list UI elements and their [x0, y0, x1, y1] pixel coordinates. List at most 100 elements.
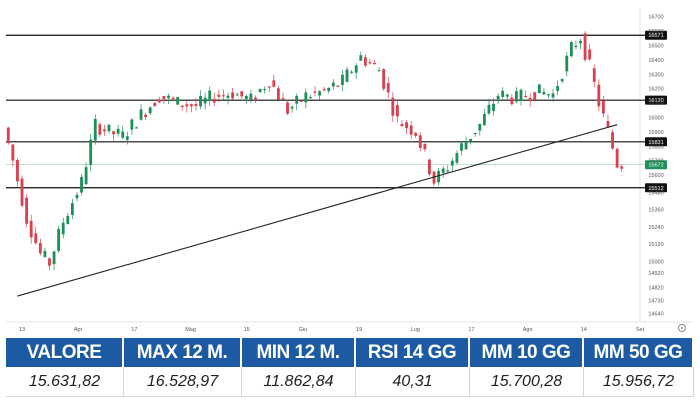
candle-body [171, 97, 175, 100]
candle-body [180, 105, 184, 107]
x-tick-label: 13 [19, 327, 25, 333]
candle-body [286, 102, 289, 114]
candle-body [418, 135, 422, 148]
candle-body [112, 131, 115, 135]
value-max-12m: 16.528,97 [124, 367, 242, 396]
y-tick-label: 15360 [648, 208, 663, 214]
candle-body [176, 97, 180, 105]
candle-body [222, 95, 225, 97]
header-valore: VALORE [6, 338, 124, 367]
candle-body [318, 91, 321, 96]
x-tick-label: 14 [581, 327, 587, 333]
candle-body [199, 96, 202, 107]
candle-body [93, 118, 97, 141]
candle-body [148, 107, 152, 114]
level-tag [645, 137, 667, 147]
y-tick-label: 16700 [648, 15, 663, 21]
candle-body [103, 129, 106, 132]
y-tick-label: 16600 [648, 29, 663, 35]
candle-body [130, 119, 134, 130]
header-mm-50gg: MM 50 GG [584, 338, 694, 367]
level-label: 16571 [648, 33, 663, 39]
candle-body [382, 69, 386, 89]
settings-icon[interactable] [678, 324, 686, 332]
candle-body [510, 97, 514, 105]
x-tick-label: Lug [411, 327, 420, 333]
candle-body [441, 168, 445, 174]
candle-body [515, 91, 518, 102]
candle-body [208, 90, 212, 101]
level-label: 15512 [648, 186, 663, 192]
candle-body [505, 94, 509, 97]
y-axis: 16700 16600 16500 16400 16300 16200 16100 16000… [648, 15, 663, 318]
candle-body [460, 143, 463, 151]
candle-body [345, 69, 349, 82]
x-axis: 13 Apr 17 Mag 15 Giu 19 Lug 17 Ago 14 Set [19, 327, 645, 333]
candle-body [579, 40, 582, 44]
candle-body [263, 89, 267, 91]
candle-body [327, 87, 331, 92]
candle-body [254, 97, 257, 101]
y-tick-label: 14730 [648, 298, 663, 304]
candle-body [272, 80, 276, 87]
y-tick-label: 16500 [648, 43, 663, 49]
candle-body [309, 97, 312, 99]
candle-body [524, 95, 527, 98]
candle-body [391, 97, 395, 116]
value-valore: 15.631,82 [6, 367, 124, 396]
candle-body [25, 197, 29, 224]
candle-body [281, 98, 285, 100]
x-tick-label: 17 [468, 327, 474, 333]
candle-body [57, 229, 61, 252]
candle-body [547, 94, 550, 96]
x-tick-label: 19 [356, 327, 362, 333]
candle-body [551, 93, 555, 98]
candle-body [203, 97, 207, 104]
candle-body [20, 178, 24, 206]
candle-body [322, 89, 326, 91]
candle-body [6, 127, 10, 144]
stats-values-row: 15.631,82 16.528,97 11.862,84 40,31 15.7… [6, 367, 694, 397]
candle-body [295, 95, 299, 104]
candle-body [601, 100, 605, 114]
level-label: 16120 [648, 98, 663, 104]
candle-body [34, 233, 38, 244]
value-mm-10gg: 15.700,28 [470, 367, 584, 396]
candle-body [611, 132, 614, 149]
candle-body [542, 91, 546, 95]
candle-body [29, 220, 33, 238]
candle-body [38, 242, 42, 254]
candle-body [450, 160, 454, 166]
candle-body [52, 251, 56, 265]
trendline [17, 124, 618, 297]
candle-body [400, 124, 404, 127]
y-tick-label: 16000 [648, 115, 663, 121]
candle-body [89, 139, 93, 165]
candle-body [620, 166, 624, 169]
candle-body [336, 85, 340, 87]
candle-body [606, 121, 610, 128]
candle-body [597, 84, 601, 107]
candle-body [423, 143, 427, 150]
y-tick-label: 16300 [648, 72, 663, 78]
candle-body [473, 132, 477, 135]
candle-body [432, 171, 436, 184]
y-tick-label: 14920 [648, 271, 663, 277]
candle-body [501, 90, 505, 97]
candle-body [478, 123, 482, 131]
candle-body [258, 89, 262, 93]
candle-body [276, 88, 280, 100]
header-max-12m: MAX 12 M. [124, 338, 242, 367]
candle-body [377, 70, 381, 72]
y-tick-label: 16200 [648, 87, 663, 93]
candle-body [249, 93, 253, 100]
candle-body [492, 103, 495, 112]
candle-body [341, 74, 344, 85]
candle-body [354, 65, 358, 73]
candle-body [16, 159, 19, 182]
candle-body [482, 113, 486, 126]
candle-body [304, 92, 308, 103]
candle-body [405, 122, 408, 129]
level-tag [645, 95, 667, 105]
candle-body [455, 153, 459, 163]
